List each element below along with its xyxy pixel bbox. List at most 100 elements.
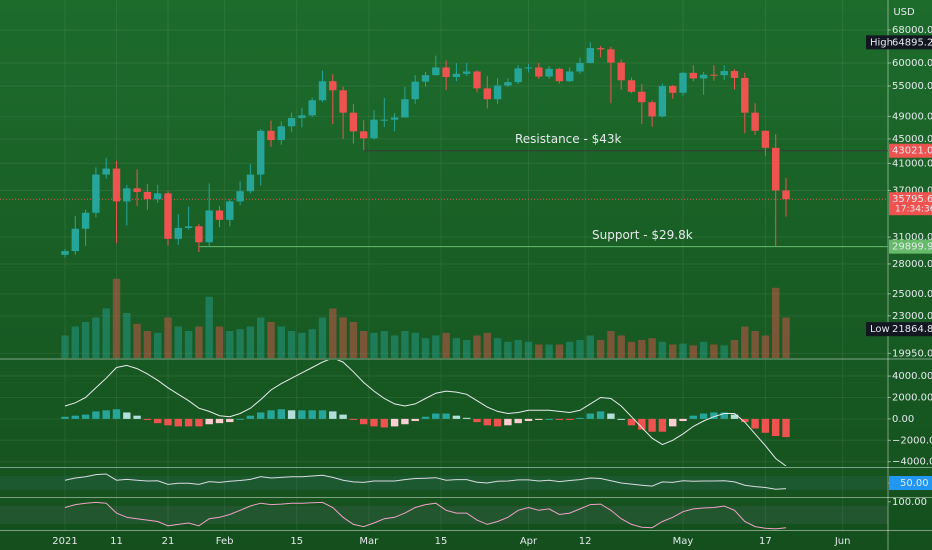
rsi-band [0, 476, 888, 490]
macd-histogram-bar [236, 418, 244, 420]
candle-body [133, 188, 141, 192]
volume-bar [329, 308, 337, 358]
candle-body [246, 174, 255, 192]
candle-body [741, 77, 749, 113]
extreme-label: 64895.22 [892, 37, 932, 48]
macd-histogram-bar [648, 418, 656, 432]
volume-bar [782, 317, 790, 358]
volume-bar [267, 322, 275, 358]
candle-body [545, 68, 553, 77]
volume-bar [411, 332, 419, 358]
macd-histogram-bar [452, 415, 461, 419]
candle-body [452, 73, 461, 78]
volume-bar [771, 287, 780, 358]
candle-body [236, 191, 244, 202]
volume-bar [493, 338, 502, 358]
extreme-badge [866, 322, 932, 337]
candle-body [483, 88, 492, 100]
volume-bar [277, 326, 286, 358]
volume-bar [668, 344, 677, 358]
volume-bar [720, 345, 728, 358]
y-tick-label: 37000.00 [892, 185, 932, 196]
macd-histogram-bar [308, 410, 316, 419]
macd-histogram-bar [432, 413, 440, 419]
candle-body [771, 147, 780, 191]
candle-body [720, 71, 728, 76]
level-annotation: Resistance - $43k [515, 132, 622, 146]
candle-body [174, 227, 183, 239]
x-tick-label: 15 [435, 536, 448, 547]
candle-body [638, 91, 646, 103]
macd-histogram-bar [71, 415, 80, 419]
volume-bar [586, 335, 595, 358]
candle-body [359, 131, 368, 139]
volume-bar [504, 341, 512, 358]
macd-histogram-bar [195, 418, 203, 427]
volume-bar [256, 317, 265, 358]
volume-bar [81, 322, 90, 358]
volume-bar [246, 326, 255, 358]
candle-body [380, 119, 389, 121]
macd-histogram-bar [246, 415, 255, 419]
volume-bar [627, 341, 636, 358]
macd-histogram-bar [164, 418, 172, 426]
rsi-badge [889, 476, 932, 490]
x-tick-label: 2021 [52, 536, 77, 547]
candle-body [761, 130, 770, 148]
volume-bar [370, 332, 378, 358]
candle-body [504, 82, 512, 86]
volume-bar [359, 331, 368, 358]
y-tick-label: 4000.00 [892, 371, 932, 382]
candle-body [689, 72, 698, 79]
volume-bar [287, 331, 296, 358]
volume-bar [92, 317, 100, 358]
macd-histogram-bar [370, 418, 378, 427]
x-tick-label: May [673, 536, 694, 547]
volume-bar [689, 345, 698, 358]
candle-body [658, 85, 667, 117]
volume-bar [751, 331, 759, 358]
candle-body [679, 72, 687, 93]
price-badge-label: 43021.00 [892, 146, 932, 157]
candle-body [493, 85, 502, 100]
volume-bar [432, 335, 440, 358]
macd-histogram-bar [473, 418, 481, 423]
volume-bar [648, 338, 656, 358]
macd-histogram-bar [771, 418, 780, 437]
x-tick-label: 21 [162, 536, 175, 547]
macd-histogram-bar [174, 418, 183, 427]
volume-bar [699, 341, 708, 358]
y-tick-label: 60000.00 [892, 58, 932, 69]
macd-histogram-bar [267, 410, 275, 419]
macd-histogram-bar [226, 418, 234, 423]
macd-histogram-bar [720, 412, 728, 419]
volume-bar [730, 340, 739, 358]
macd-histogram-bar [545, 418, 553, 420]
macd-histogram-bar [493, 418, 502, 427]
macd-histogram-bar [483, 418, 492, 426]
macd-histogram-bar [627, 418, 636, 426]
macd-histogram-bar [215, 418, 224, 424]
macd-histogram-bar [751, 418, 759, 429]
macd-histogram-bar [535, 418, 543, 420]
macd-histogram-bar [401, 418, 409, 425]
macd-histogram-bar [153, 418, 162, 424]
candle-body [390, 117, 399, 120]
candle-body [555, 68, 564, 82]
volume-bar [442, 332, 450, 358]
volume-bar [174, 326, 183, 358]
macd-histogram-bar [741, 418, 749, 423]
volume-bar [226, 331, 234, 358]
volume-bar [524, 341, 533, 358]
currency-unit: USD [893, 7, 915, 18]
macd-histogram-bar [256, 412, 265, 419]
candle-body [267, 130, 275, 141]
macd-histogram-bar [596, 411, 605, 419]
volume-bar [153, 332, 162, 358]
macd-histogram-bar [329, 411, 337, 419]
volume-bar [483, 332, 492, 358]
y-tick-label: 2000.00 [892, 392, 932, 403]
extreme-badge [866, 35, 932, 50]
volume-bar [617, 335, 625, 358]
volume-bar [462, 340, 471, 358]
